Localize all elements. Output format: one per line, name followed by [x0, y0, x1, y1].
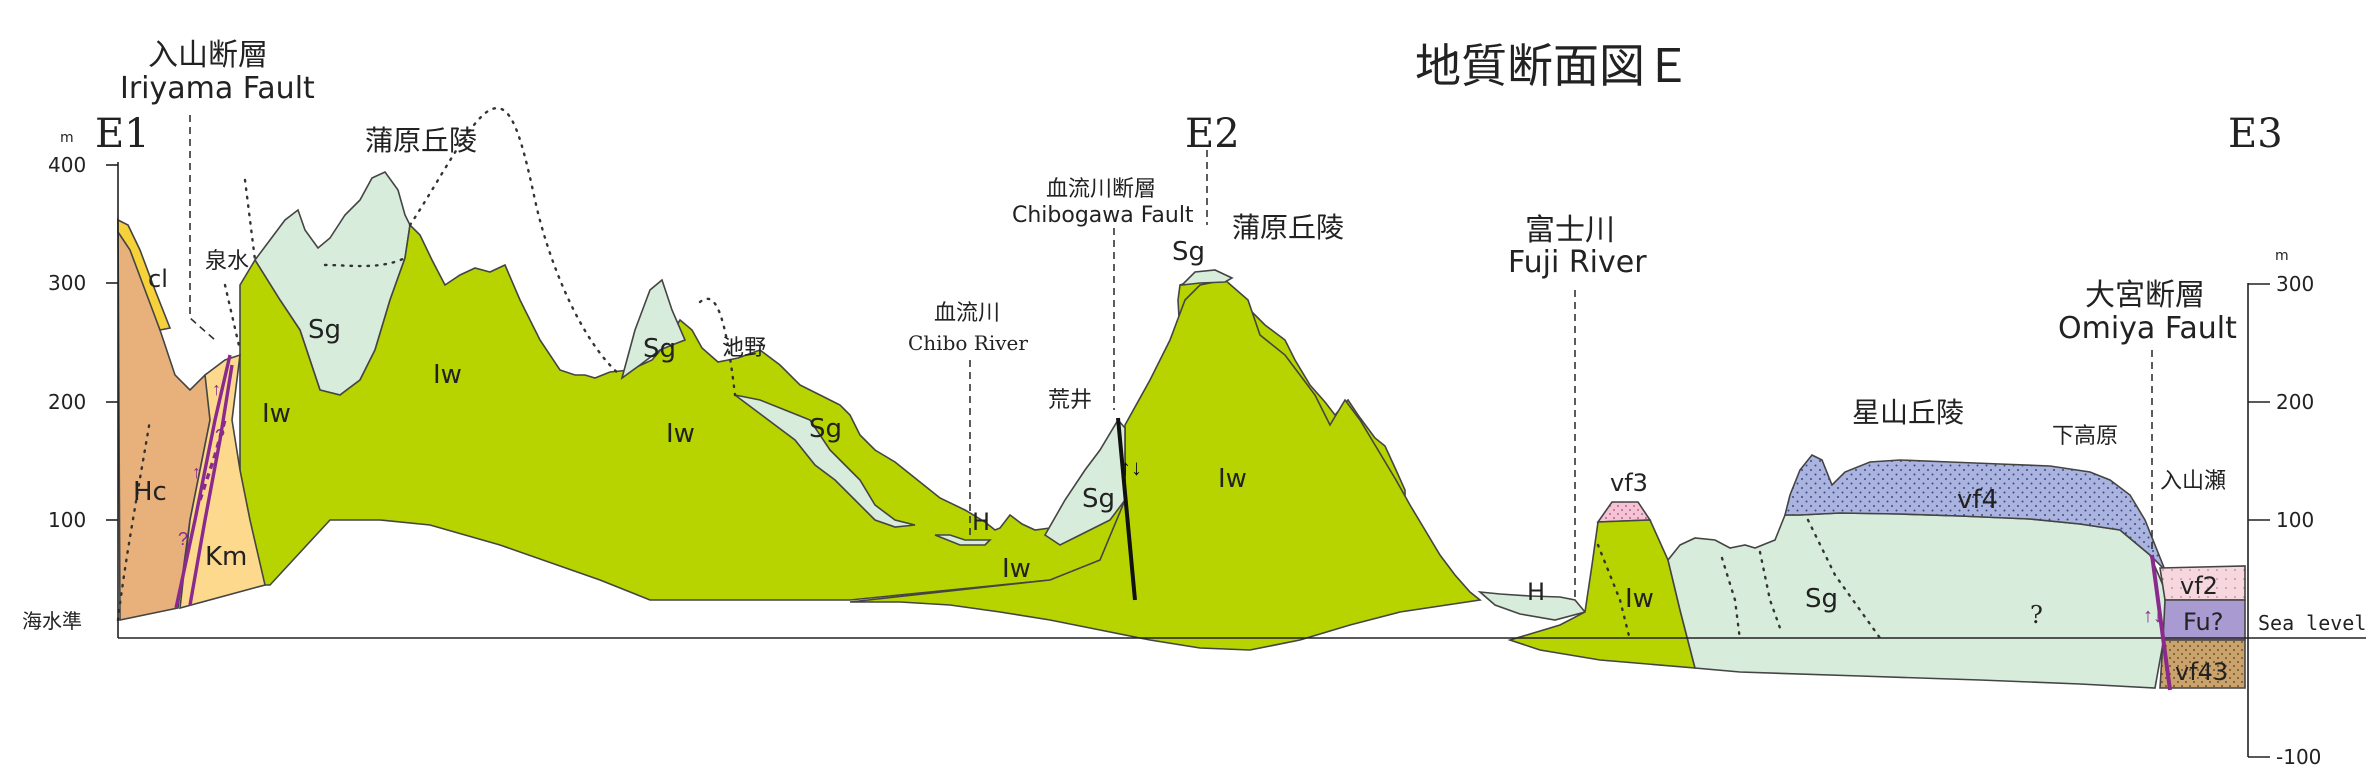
place-ikeno: 池野 — [722, 336, 766, 361]
unit-label-iw2: Iw — [433, 360, 462, 390]
place-kanbara-hills-1: 蒲原丘陵 — [365, 124, 477, 157]
left-axis-unit: m — [60, 130, 74, 146]
place-izumi: 泉水 — [205, 249, 249, 274]
unit-label-sg1: Sg — [308, 315, 341, 345]
omiya-fault-line — [2150, 554, 2172, 691]
svg-text:↑: ↑ — [192, 462, 201, 482]
unit-label-h1: H — [972, 508, 990, 536]
fault-label-chibogawa-en: Chibogawa Fault — [1012, 203, 1194, 228]
omiya-fault-arrow: ↑↓ — [2143, 605, 2163, 627]
station-e3: E3 — [2228, 111, 2283, 157]
unit-label-sg4: Sg — [1082, 484, 1115, 514]
right-sea-level-label: Sea level — [2258, 611, 2366, 635]
right-axis-unit: m — [2275, 248, 2289, 264]
unit-sg-peak — [1179, 269, 1234, 287]
unit-vf43 — [2159, 639, 2246, 689]
fault-label-omiya-en: Omiya Fault — [2058, 311, 2237, 346]
station-e1: E1 — [95, 111, 150, 157]
svg-text:?: ? — [178, 529, 188, 549]
unit-label-iw4: Iw — [1002, 554, 1031, 584]
right-tick-200: 200 — [2276, 390, 2314, 414]
unit-label-vf4: vf4 — [1957, 485, 1998, 515]
unit-label-sg3: Sg — [809, 414, 842, 444]
fault-label-chibogawa-ja: 血流川断層 — [1046, 177, 1156, 202]
diagram-title: 地質断面図Ｅ — [1415, 39, 1691, 93]
unit-label-km: Km — [205, 542, 247, 572]
unit-label-sg2: Sg — [643, 334, 676, 364]
unit-label-hc: Hc — [133, 477, 167, 507]
unit-sg-ikeno2 — [734, 394, 916, 528]
station-e2: E2 — [1185, 111, 1240, 157]
left-tick-200: 200 — [48, 390, 86, 414]
unit-sg-east — [1667, 512, 2171, 689]
dotted-restoration-1 — [408, 107, 622, 377]
unit-label-vf43: vf43 — [2175, 658, 2228, 686]
unit-vf4 — [1783, 453, 2166, 571]
unit-label-cl: cl — [148, 265, 168, 293]
leader-iriyama — [189, 115, 216, 341]
unit-label-sg5: Sg — [1172, 237, 1205, 267]
place-hoshiyama: 星山丘陵 — [1852, 396, 1964, 429]
unit-label-iw6: Iw — [1625, 584, 1654, 614]
unit-iw-e2 — [849, 279, 1482, 651]
chibogawa-fault-arrow: ↑↓ — [1120, 455, 1142, 480]
right-tick-minus100: -100 — [2276, 745, 2321, 769]
place-iriyamase: 入山瀬 — [2160, 469, 2226, 494]
place-shimotakahara: 下高原 — [2052, 424, 2118, 449]
iriyama-fault-lines — [174, 354, 234, 609]
right-tick-100: 100 — [2276, 508, 2314, 532]
chibogawa-fault-line — [1116, 417, 1137, 601]
dotted-restoration-8 — [1758, 550, 1782, 630]
unit-label-iw3: Iw — [666, 419, 695, 449]
svg-text:↑: ↑ — [212, 379, 221, 399]
dotted-restoration-9 — [1806, 518, 1882, 640]
unit-label-iw1: Iw — [262, 399, 291, 429]
unit-sg-chibo — [1043, 418, 1126, 546]
fault-label-iriyama-en: Iriyama Fault — [120, 71, 315, 106]
svg-text:?: ? — [215, 426, 225, 446]
unit-label-h2: H — [1527, 578, 1545, 606]
unit-label-fu: Fu? — [2183, 608, 2223, 636]
place-arai: 荒井 — [1048, 388, 1092, 413]
unit-h-fuji — [1477, 590, 1587, 621]
place-fuji-ja: 富士川 — [1525, 213, 1615, 248]
place-fuji-en: Fuji River — [1508, 245, 1647, 280]
dotted-restoration-7 — [1720, 556, 1742, 642]
left-tick-100: 100 — [48, 508, 86, 532]
dotted-restoration-3 — [243, 178, 257, 262]
unit-sg-ikeno — [620, 278, 687, 380]
unit-vf3 — [1596, 501, 1652, 523]
dotted-restoration-6 — [1596, 543, 1632, 642]
iriyama-fault-arrows: ↑ ↑ ? ? — [178, 379, 225, 549]
place-kanbara-hills-2: 蒲原丘陵 — [1232, 211, 1344, 244]
unit-label-iw5: Iw — [1218, 464, 1247, 494]
right-tick-300: 300 — [2276, 272, 2314, 296]
left-sea-level-label: 海水準 — [22, 609, 82, 633]
unit-h-chibo — [934, 534, 992, 546]
dotted-restoration-4 — [323, 256, 407, 268]
dotted-restoration-10 — [223, 283, 242, 352]
dotted-restoration-5 — [698, 297, 737, 397]
place-chibo-en: Chibo River — [908, 331, 1028, 355]
unit-label-sg6: Sg — [1805, 584, 1838, 614]
fault-label-omiya-ja: 大宮断層 — [2085, 278, 2205, 313]
unit-label-vf3: vf3 — [1610, 469, 1648, 497]
unit-label-question: ? — [2030, 601, 2043, 629]
fault-label-iriyama-ja: 入山断層 — [148, 38, 268, 73]
left-tick-300: 300 — [48, 271, 86, 295]
place-chibo-ja: 血流川 — [934, 301, 1000, 326]
unit-label-vf2: vf2 — [2180, 572, 2218, 600]
left-axis-ticks — [106, 164, 118, 521]
dotted-restoration-2 — [116, 418, 152, 622]
left-tick-400: 400 — [48, 153, 86, 177]
right-axis-ticks — [2248, 283, 2270, 758]
unit-cl — [117, 218, 172, 331]
